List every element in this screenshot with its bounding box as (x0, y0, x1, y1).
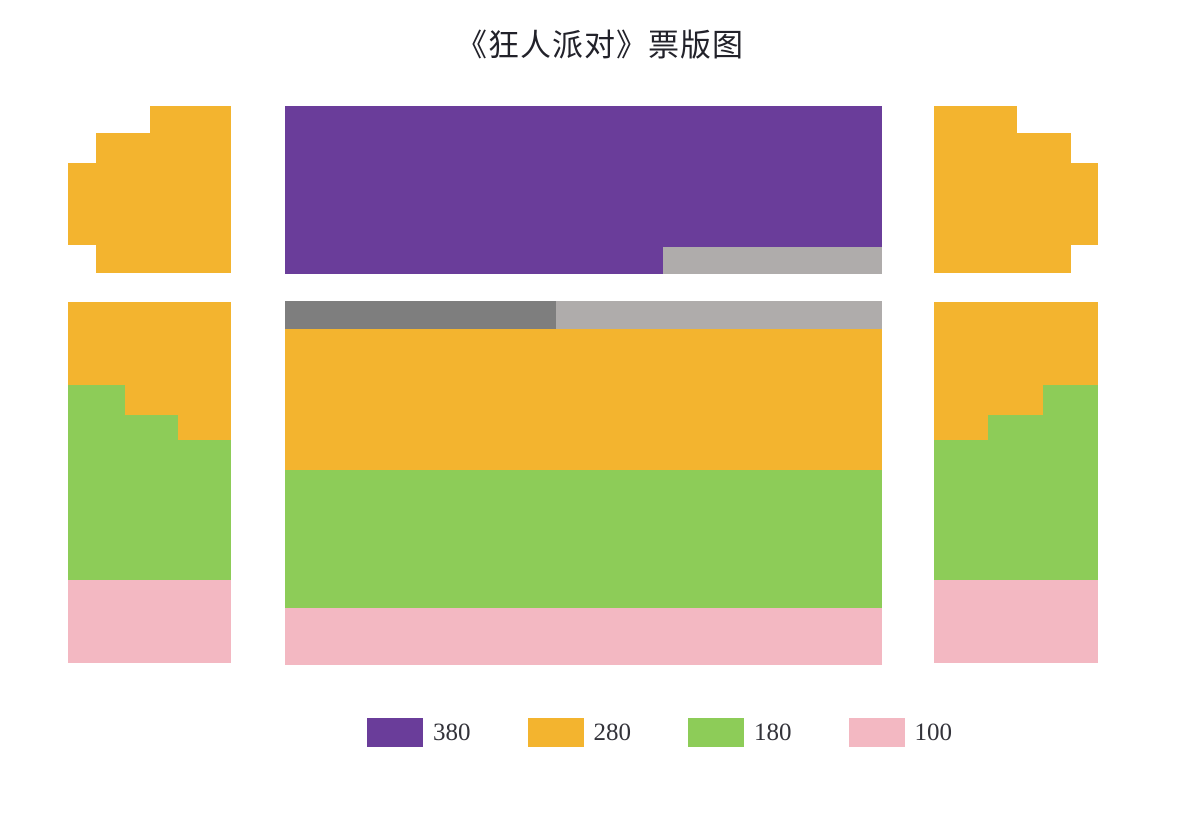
region-top-center-380 (285, 106, 882, 274)
legend-item-280: 280 (527, 718, 632, 747)
legend-label-100: 100 (914, 719, 953, 746)
legend-swatch-280 (527, 718, 584, 747)
legend-item-100: 100 (848, 718, 953, 747)
legend-item-180: 180 (688, 718, 792, 747)
legend-label-180: 180 (754, 719, 792, 746)
region-mid-left-100 (68, 580, 231, 663)
region-mid-right-180 (934, 385, 1098, 580)
region-mid-center-180 (285, 470, 882, 608)
region-mid-center-100 (285, 608, 882, 665)
region-mid-left-180 (68, 385, 231, 580)
region-mid-right-100 (934, 580, 1098, 663)
region-top-right-280 (934, 106, 1098, 273)
legend-swatch-380 (367, 718, 423, 747)
region-top-center-gray (663, 247, 882, 274)
legend: 380 280 180 100 (367, 718, 952, 747)
region-top-left-280 (68, 106, 231, 273)
region-mid-center-280 (285, 329, 882, 470)
region-mid-center-gray-dark (285, 301, 556, 329)
legend-swatch-100 (848, 718, 905, 747)
chart-title: 《狂人派对》票版图 (456, 28, 744, 63)
legend-swatch-180 (688, 718, 744, 747)
legend-label-380: 380 (433, 719, 471, 746)
legend-item-380: 380 (367, 718, 471, 747)
region-mid-center-gray-light (556, 301, 882, 329)
region-mid-left-280 (68, 302, 231, 440)
legend-label-280: 280 (593, 719, 632, 746)
region-mid-right-280 (934, 302, 1098, 440)
